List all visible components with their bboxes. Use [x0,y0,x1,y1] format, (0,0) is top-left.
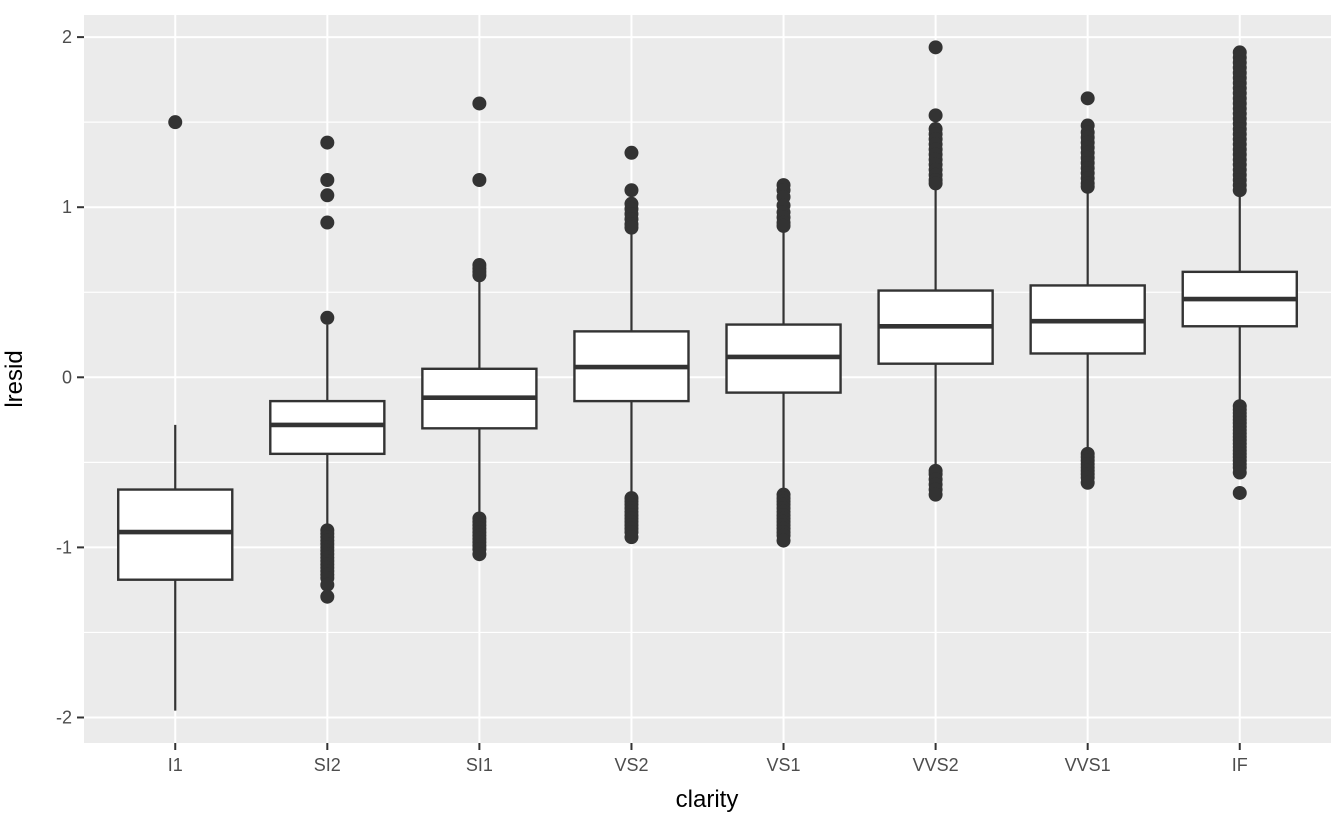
y-tick-label: 0 [62,367,72,387]
outlier-point [320,310,335,325]
outlier-point [472,172,487,187]
boxplot-SI1 [421,96,538,562]
x-tick-label: I1 [168,755,183,775]
y-tick-label: 2 [62,27,72,47]
outlier-point [624,183,639,198]
boxplot-VS1 [725,178,842,548]
outlier-point [1080,179,1095,194]
outlier-point [320,215,335,230]
y-tick-label: -2 [56,707,72,727]
x-tick-label: VVS1 [1065,755,1111,775]
boxplot-SI2 [269,135,386,604]
outlier-point [320,188,335,203]
y-tick-label: 1 [62,197,72,217]
outlier-point [1232,485,1247,500]
iqr-box [117,488,234,581]
y-tick-label: -1 [56,537,72,557]
boxplot-VVS2 [877,40,994,502]
x-tick-label: IF [1232,755,1248,775]
outlier-point [320,172,335,187]
outlier-point [928,40,943,55]
outlier-point [472,268,487,283]
outlier-point [928,176,943,191]
panel-background [84,15,1331,743]
x-tick-label: SI1 [466,755,493,775]
outlier-point [624,530,639,545]
outlier-point [928,487,943,502]
outlier-point [472,547,487,562]
plot-panel [84,15,1331,743]
x-tick-label: SI2 [314,755,341,775]
axes: -2 -1 0 1 2 I1 SI2 SI1 VS2 VS1 VVS2 VVS1 IF [56,27,1248,775]
outlier-point [1080,475,1095,490]
x-tick-label: VS2 [614,755,648,775]
iqr-box [269,399,386,456]
boxplot-VVS1 [1029,91,1146,490]
y-axis-title: lresid [1,350,28,407]
boxplot-VS2 [573,145,690,545]
outlier-point [472,96,487,111]
outlier-point [624,220,639,235]
outlier-point [624,145,639,160]
outlier-point [1232,465,1247,480]
outlier-point [1080,91,1095,106]
outlier-point [320,577,335,592]
outlier-point [320,135,335,150]
x-tick-label: VVS2 [913,755,959,775]
boxplot-IF [1181,45,1298,500]
outlier-point [776,218,791,233]
outlier-point [928,108,943,123]
outlier-point [776,533,791,548]
outlier-point [1232,183,1247,198]
x-tick-label: VS1 [767,755,801,775]
outlier-point [320,589,335,604]
boxplot-I1 [117,115,234,711]
x-axis-title: clarity [676,786,739,813]
outlier-point [168,115,183,130]
